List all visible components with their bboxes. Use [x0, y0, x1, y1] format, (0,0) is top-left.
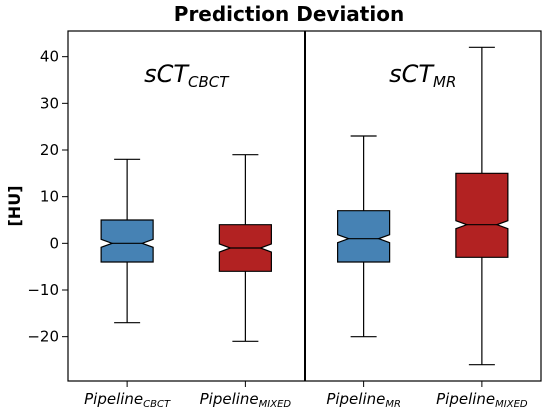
x-tick-label-base: Pipeline	[200, 390, 259, 408]
box-2	[218, 154, 272, 342]
x-tick-label-base: Pipeline	[326, 390, 385, 408]
x-tick-label-sub: CBCT	[143, 399, 171, 410]
y-tick-label: −20	[27, 328, 59, 346]
x-tick-label-sub: MR	[385, 399, 401, 410]
chart-title: Prediction Deviation	[174, 2, 404, 26]
y-tick-label: 0	[49, 234, 59, 252]
x-tick-label-base: Pipeline	[436, 390, 495, 408]
x-tick-label: PipelineMIXED	[200, 390, 292, 410]
x-tick-label: PipelineCBCT	[84, 390, 171, 410]
y-tick-label: 20	[40, 141, 59, 159]
x-tick-label-sub: MIXED	[259, 399, 292, 410]
panel-label-sub: MR	[433, 73, 456, 91]
box-body	[100, 219, 154, 263]
box-body	[337, 210, 391, 263]
x-tick-label: PipelineMR	[326, 390, 401, 410]
x-axis: PipelineCBCT PipelineMIXED PipelineMR Pipel…	[84, 381, 528, 410]
x-tick-label-sub: MIXED	[495, 399, 528, 410]
panel-label-sub: CBCT	[188, 73, 230, 91]
y-tick-label: 30	[40, 94, 59, 112]
panel-label-base: sCT	[144, 60, 190, 88]
y-tick-label: 40	[40, 48, 59, 66]
panel-label-2: sCTMR	[389, 60, 456, 91]
box-series	[100, 46, 509, 366]
y-tick-label: −10	[27, 281, 59, 299]
box-4	[455, 46, 509, 366]
y-axis-label: [HU]	[5, 185, 24, 226]
box-1	[100, 158, 154, 324]
panel-label-base: sCT	[389, 60, 435, 88]
y-axis: −20 −10 0 10 20 30 40	[27, 48, 68, 346]
x-tick-label-base: Pipeline	[84, 390, 143, 408]
x-tick-label: PipelineMIXED	[436, 390, 528, 410]
box-3	[337, 135, 391, 338]
y-tick-label: 10	[40, 188, 59, 206]
panel-labels: sCTCBCT sCTMR	[144, 60, 456, 91]
box-body	[455, 172, 509, 258]
panel-label-1: sCTCBCT	[144, 60, 230, 91]
